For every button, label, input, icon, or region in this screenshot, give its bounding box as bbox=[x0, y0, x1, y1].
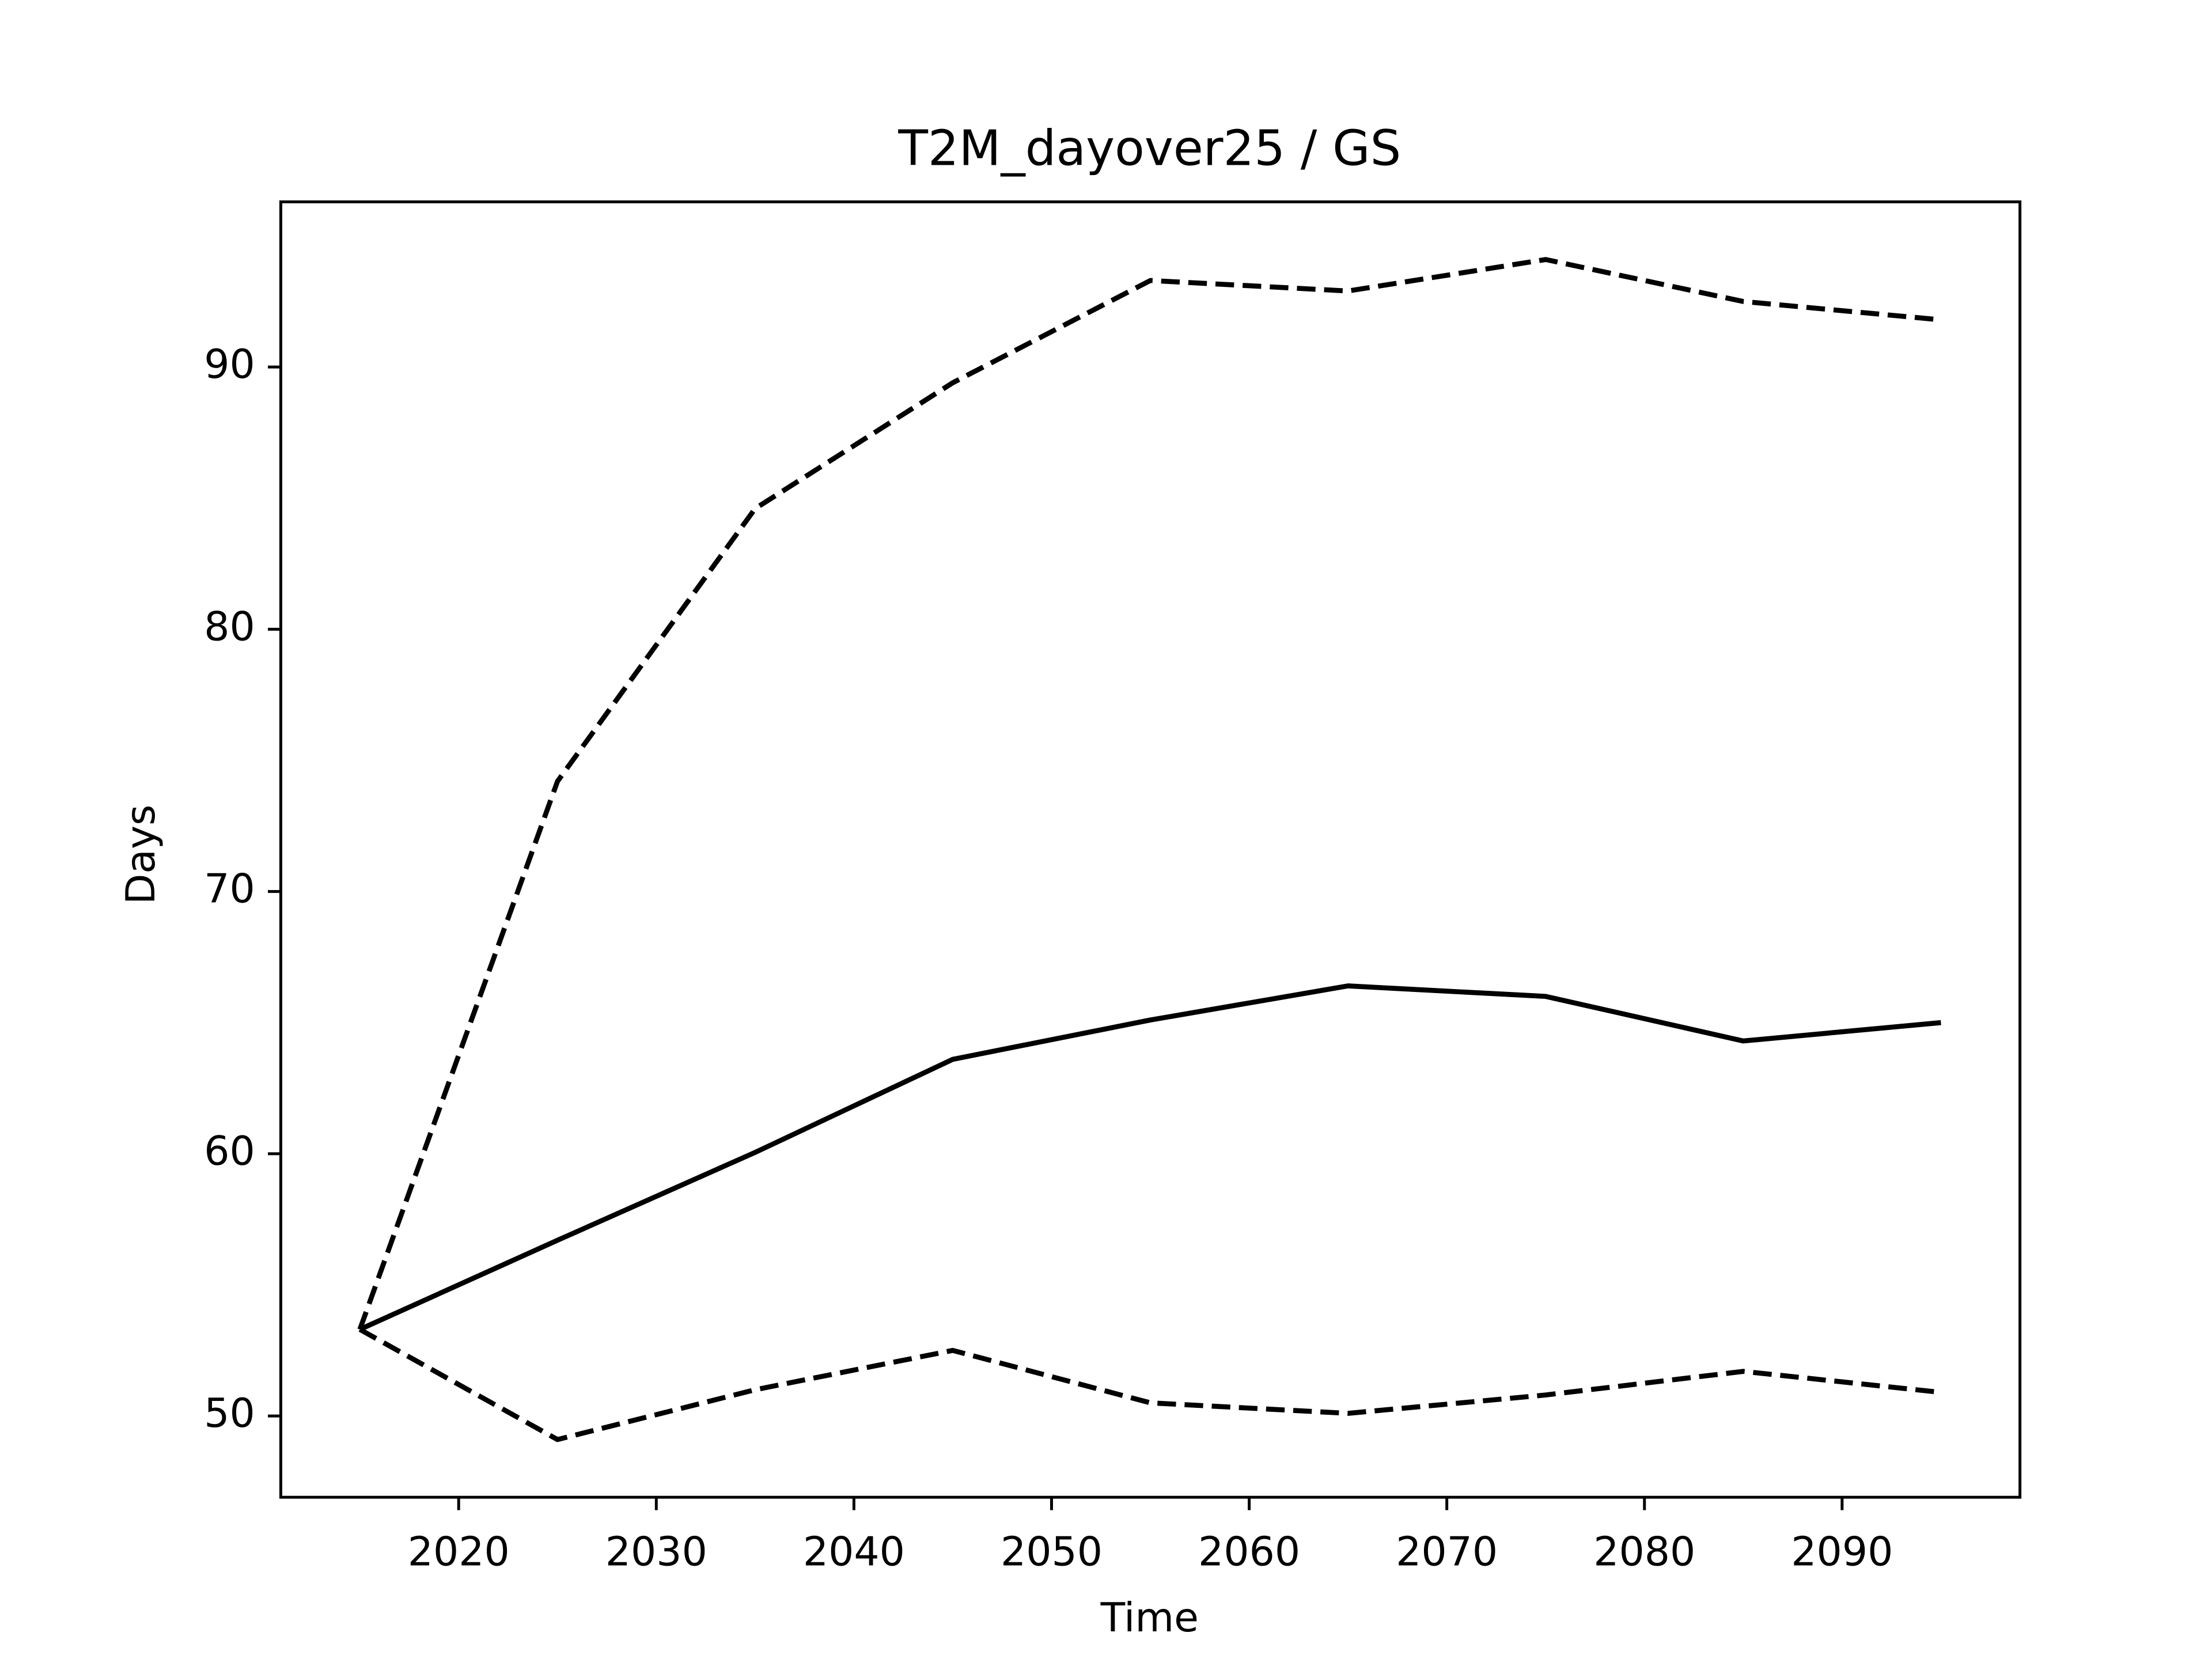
x-tick-label: 2040 bbox=[803, 1529, 905, 1575]
chart-title: T2M_dayover25 / GS bbox=[897, 120, 1401, 176]
x-tick-label: 2020 bbox=[408, 1529, 510, 1575]
y-tick-label: 60 bbox=[204, 1128, 255, 1175]
x-tick-label: 2080 bbox=[1593, 1529, 1695, 1575]
x-tick-label: 2030 bbox=[605, 1529, 707, 1575]
x-tick-label: 2050 bbox=[1001, 1529, 1103, 1575]
x-axis-label: Time bbox=[1100, 1594, 1199, 1641]
series-line bbox=[358, 983, 1941, 1332]
y-tick-label: 70 bbox=[204, 866, 255, 912]
x-tick-label: 2060 bbox=[1198, 1529, 1300, 1575]
x-tick-label: 2070 bbox=[1396, 1529, 1498, 1575]
y-tick-label: 50 bbox=[204, 1390, 255, 1437]
plot-frame bbox=[279, 200, 2022, 1499]
series-line bbox=[358, 1327, 1941, 1442]
series-line bbox=[357, 257, 1941, 1331]
y-tick-label: 80 bbox=[204, 603, 255, 650]
y-tick-label: 90 bbox=[204, 341, 255, 388]
x-tick-label: 2090 bbox=[1791, 1529, 1893, 1575]
y-axis-label: Days bbox=[118, 805, 164, 905]
